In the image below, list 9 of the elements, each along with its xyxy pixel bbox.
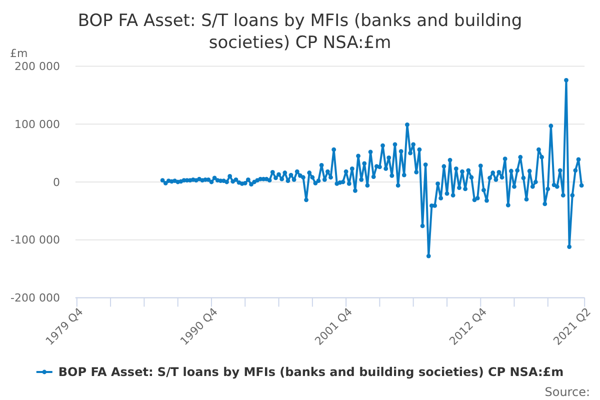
- chart-title: BOP FA Asset: S/T loans by MFIs (banks and building societies) CP NSA:£m: [78, 11, 522, 53]
- y-axis-title: £m: [10, 47, 28, 60]
- y-tick-label: 100 000: [14, 118, 60, 131]
- y-tick-label: 0: [53, 176, 60, 189]
- y-tick-label: 200 000: [14, 60, 60, 74]
- source-note: Source:: [544, 385, 590, 399]
- y-tick-label: -200 000: [10, 292, 60, 305]
- y-tick-label: -100 000: [10, 234, 60, 247]
- legend-label: BOP FA Asset: S/T loans by MFIs (banks and building societies) CP NSA:£m: [58, 365, 564, 380]
